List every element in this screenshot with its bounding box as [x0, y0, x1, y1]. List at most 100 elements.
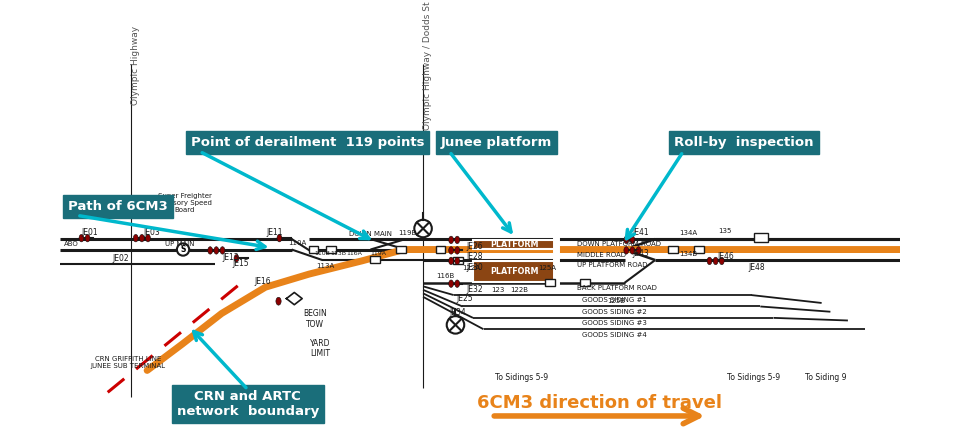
Ellipse shape [277, 234, 282, 242]
Ellipse shape [448, 236, 453, 244]
Text: MIDDLE ROAD: MIDDLE ROAD [577, 252, 626, 258]
FancyBboxPatch shape [545, 279, 555, 286]
Ellipse shape [214, 247, 219, 254]
Text: 123: 123 [491, 287, 504, 293]
Text: DOWN MAIN: DOWN MAIN [348, 231, 392, 237]
Text: Junee platform: Junee platform [441, 136, 552, 149]
FancyBboxPatch shape [473, 261, 556, 282]
Text: JE15: JE15 [232, 259, 250, 268]
Ellipse shape [276, 297, 281, 305]
Text: 110A: 110A [289, 239, 307, 246]
Text: PLATFORM: PLATFORM [490, 267, 539, 276]
Ellipse shape [79, 234, 84, 242]
Ellipse shape [455, 236, 460, 244]
Text: JE46: JE46 [717, 252, 734, 261]
Text: 113A: 113A [316, 263, 334, 269]
FancyBboxPatch shape [326, 246, 336, 253]
Ellipse shape [207, 247, 212, 254]
Text: S: S [180, 245, 185, 254]
Text: 116B: 116B [436, 273, 454, 279]
Text: YARD
LIMIT: YARD LIMIT [68, 197, 88, 216]
Ellipse shape [133, 234, 138, 242]
Text: JE03: JE03 [143, 227, 160, 237]
Ellipse shape [624, 236, 629, 244]
Text: CRN GRIFFITH LINE
JUNEE SUB TERMINAL: CRN GRIFFITH LINE JUNEE SUB TERMINAL [90, 357, 165, 369]
Text: PLATFORM: PLATFORM [490, 240, 539, 249]
FancyBboxPatch shape [668, 246, 678, 253]
Ellipse shape [448, 257, 453, 265]
Ellipse shape [455, 257, 460, 265]
Text: GOODS SIDING #2: GOODS SIDING #2 [583, 309, 647, 315]
Text: JE30: JE30 [467, 262, 484, 272]
Text: 122B: 122B [511, 287, 528, 293]
Text: BACK PLATFORM ROAD: BACK PLATFORM ROAD [577, 285, 657, 291]
Ellipse shape [220, 247, 225, 254]
FancyBboxPatch shape [755, 233, 768, 242]
Ellipse shape [630, 236, 635, 244]
Text: 119B: 119B [398, 230, 417, 236]
Text: CRN and ARTC
network  boundary: CRN and ARTC network boundary [177, 390, 319, 418]
Text: Roll-by  inspection: Roll-by inspection [675, 136, 814, 149]
Text: ABO: ABO [64, 241, 79, 247]
Text: Olympic Highway: Olympic Highway [132, 26, 140, 105]
Text: Point of derailment  119 points: Point of derailment 119 points [191, 136, 424, 149]
Text: BEGIN
TOW: BEGIN TOW [303, 309, 327, 329]
Text: JE32: JE32 [467, 285, 484, 294]
Ellipse shape [636, 247, 641, 254]
FancyBboxPatch shape [473, 240, 556, 249]
Text: 125B: 125B [607, 298, 625, 304]
Text: 116A: 116A [347, 251, 363, 257]
Text: To Siding 9: To Siding 9 [805, 373, 847, 382]
Circle shape [177, 243, 189, 256]
Text: To Sidings 5-9: To Sidings 5-9 [727, 373, 780, 382]
Text: JE25: JE25 [456, 294, 472, 303]
Text: 119A: 119A [371, 251, 386, 257]
Ellipse shape [719, 257, 724, 265]
Circle shape [415, 220, 432, 237]
Ellipse shape [455, 280, 460, 287]
Text: JE28: JE28 [467, 252, 484, 261]
Ellipse shape [146, 234, 151, 242]
Text: 6CM3 direction of travel: 6CM3 direction of travel [477, 394, 722, 412]
FancyBboxPatch shape [453, 257, 463, 264]
Text: 110B: 110B [314, 251, 330, 257]
Text: JE34: JE34 [449, 308, 467, 317]
Circle shape [446, 316, 465, 333]
Text: JE13: JE13 [222, 253, 239, 262]
Text: JE11: JE11 [266, 227, 282, 237]
Text: DOWN PLATFORM ROAD: DOWN PLATFORM ROAD [577, 241, 661, 247]
Text: 135: 135 [719, 228, 732, 234]
Text: JE02: JE02 [112, 254, 130, 263]
Ellipse shape [624, 247, 629, 254]
Ellipse shape [630, 247, 635, 254]
Text: UP PLATFORM ROAD: UP PLATFORM ROAD [577, 262, 648, 268]
Text: YARD
LIMIT: YARD LIMIT [310, 339, 331, 358]
Ellipse shape [448, 280, 453, 287]
Ellipse shape [448, 247, 453, 254]
Text: Olympic Highway / Dodds St: Olympic Highway / Dodds St [423, 1, 432, 130]
Ellipse shape [85, 234, 90, 242]
Ellipse shape [713, 257, 718, 265]
FancyBboxPatch shape [396, 246, 406, 253]
Text: GOODS SIDING #1: GOODS SIDING #1 [583, 297, 647, 303]
Text: JE26: JE26 [467, 242, 484, 250]
Text: JE01: JE01 [82, 227, 99, 237]
Text: 122A: 122A [463, 265, 480, 271]
Text: To Sidings 5-9: To Sidings 5-9 [495, 373, 548, 382]
Text: 134A: 134A [680, 230, 698, 236]
Text: JE43: JE43 [632, 250, 649, 258]
FancyBboxPatch shape [370, 256, 380, 263]
Ellipse shape [234, 254, 239, 262]
Text: 134B: 134B [680, 251, 698, 257]
Text: UP MAIN: UP MAIN [165, 241, 194, 247]
Text: JE48: JE48 [748, 262, 765, 272]
Text: JE41: JE41 [632, 228, 649, 238]
Ellipse shape [139, 234, 144, 242]
Text: Super Freighter
Advisory Speed
Board: Super Freighter Advisory Speed Board [157, 193, 212, 213]
Text: GOODS SIDING #4: GOODS SIDING #4 [583, 332, 647, 337]
FancyBboxPatch shape [694, 246, 704, 253]
Text: 125A: 125A [539, 265, 557, 271]
Text: JE16: JE16 [254, 277, 271, 285]
Text: GOODS SIDING #3: GOODS SIDING #3 [583, 320, 647, 326]
FancyBboxPatch shape [436, 246, 445, 253]
